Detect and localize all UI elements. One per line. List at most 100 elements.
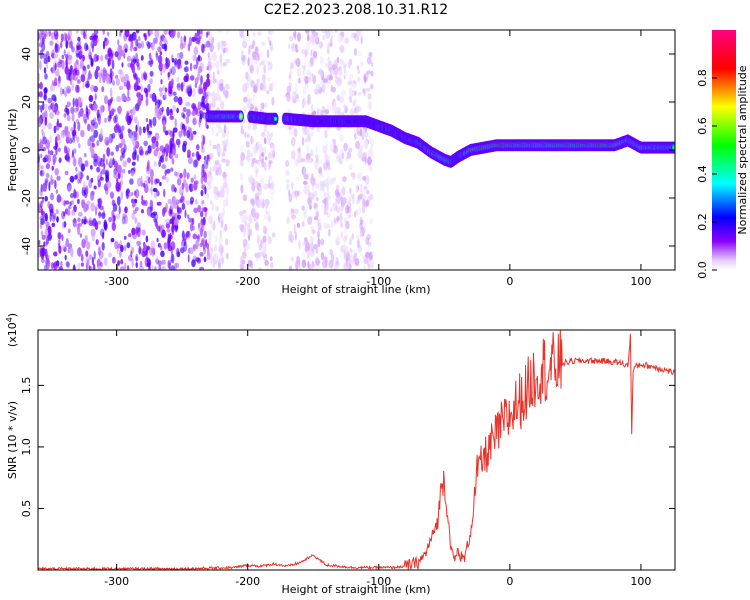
noise-speckle — [180, 35, 183, 46]
noise-speckle — [85, 250, 89, 257]
noise-speckle — [214, 244, 217, 252]
noise-speckle — [98, 117, 101, 126]
noise-speckle — [55, 109, 60, 116]
noise-speckle — [40, 32, 45, 39]
noise-speckle — [304, 137, 309, 143]
noise-speckle — [216, 41, 222, 47]
noise-speckle — [302, 87, 306, 96]
noise-speckle — [97, 220, 102, 225]
noise-speckle — [69, 75, 73, 86]
noise-speckle — [301, 241, 306, 247]
noise-speckle — [221, 158, 227, 163]
noise-speckle — [257, 31, 262, 36]
noise-speckle — [200, 210, 204, 218]
noise-speckle — [315, 210, 320, 218]
noise-speckle — [124, 214, 128, 225]
noise-speckle — [316, 106, 320, 116]
noise-speckle — [77, 217, 81, 223]
noise-speckle — [195, 37, 201, 45]
noise-speckle — [309, 204, 312, 210]
noise-speckle — [170, 167, 174, 172]
noise-speckle — [310, 152, 314, 157]
noise-speckle — [357, 69, 361, 74]
noise-speckle — [67, 30, 73, 38]
noise-speckle — [155, 52, 158, 61]
noise-speckle — [84, 234, 88, 244]
noise-speckle — [72, 68, 77, 77]
noise-speckle — [120, 258, 124, 265]
noise-speckle — [349, 187, 352, 194]
noise-speckle — [87, 54, 92, 59]
noise-speckle — [345, 156, 349, 161]
noise-speckle — [90, 177, 94, 183]
noise-speckle — [131, 63, 135, 74]
noise-speckle — [351, 174, 356, 180]
noise-speckle — [338, 66, 342, 71]
noise-speckle — [84, 153, 87, 158]
noise-speckle — [57, 232, 62, 240]
noise-speckle — [47, 122, 53, 130]
noise-speckle — [133, 209, 137, 214]
noise-speckle — [72, 129, 77, 136]
noise-speckle — [162, 207, 166, 217]
noise-speckle — [104, 37, 107, 42]
noise-speckle — [135, 256, 138, 262]
figure-title: C2E2.2023.208.10.31.R12 — [264, 2, 448, 18]
noise-speckle — [136, 92, 142, 98]
snr-frame — [37, 329, 676, 571]
noise-speckle — [247, 259, 253, 267]
noise-speckle — [39, 91, 43, 98]
noise-speckle — [154, 95, 157, 106]
noise-speckle — [157, 46, 162, 53]
noise-speckle — [335, 206, 341, 213]
noise-speckle — [168, 109, 174, 116]
noise-speckle — [78, 50, 83, 60]
noise-speckle — [77, 96, 82, 107]
noise-speckle — [240, 124, 244, 130]
noise-speckle — [40, 218, 45, 225]
noise-speckle — [246, 153, 251, 163]
noise-speckle — [249, 65, 254, 74]
noise-speckle — [262, 73, 266, 84]
noise-speckle — [310, 49, 313, 57]
noise-speckle — [211, 223, 214, 229]
noise-speckle — [267, 36, 271, 42]
noise-speckle — [93, 185, 97, 190]
noise-speckle — [311, 248, 315, 253]
noise-speckle — [109, 158, 113, 167]
colorbar-gradient — [712, 30, 736, 270]
noise-speckle — [116, 95, 122, 103]
noise-speckle — [244, 220, 247, 225]
noise-speckle — [122, 213, 127, 219]
noise-speckle — [67, 58, 72, 65]
noise-speckle — [208, 229, 212, 239]
noise-speckle — [183, 168, 187, 179]
noise-speckle — [151, 265, 154, 270]
noise-speckle — [118, 143, 123, 148]
noise-speckle — [185, 183, 189, 193]
noise-speckle — [174, 187, 177, 193]
noise-speckle — [353, 48, 358, 56]
noise-speckle — [82, 81, 85, 89]
noise-speckle — [334, 30, 338, 34]
noise-speckle — [348, 164, 353, 171]
noise-speckle — [176, 247, 180, 258]
noise-speckle — [189, 62, 193, 72]
noise-speckle — [170, 265, 176, 270]
noise-speckle — [132, 33, 137, 43]
noise-speckle — [54, 43, 59, 53]
noise-speckle — [248, 97, 252, 104]
noise-speckle — [90, 221, 94, 226]
noise-speckle — [241, 251, 247, 259]
noise-speckle — [147, 60, 152, 66]
noise-speckle — [84, 160, 89, 168]
noise-speckle — [182, 106, 187, 113]
noise-speckle — [72, 97, 75, 108]
noise-speckle — [310, 132, 314, 137]
noise-speckle — [224, 125, 228, 131]
noise-speckle — [136, 85, 141, 90]
noise-speckle — [176, 82, 182, 91]
noise-speckle — [329, 104, 332, 112]
noise-speckle — [181, 123, 185, 130]
noise-speckle — [145, 235, 149, 243]
